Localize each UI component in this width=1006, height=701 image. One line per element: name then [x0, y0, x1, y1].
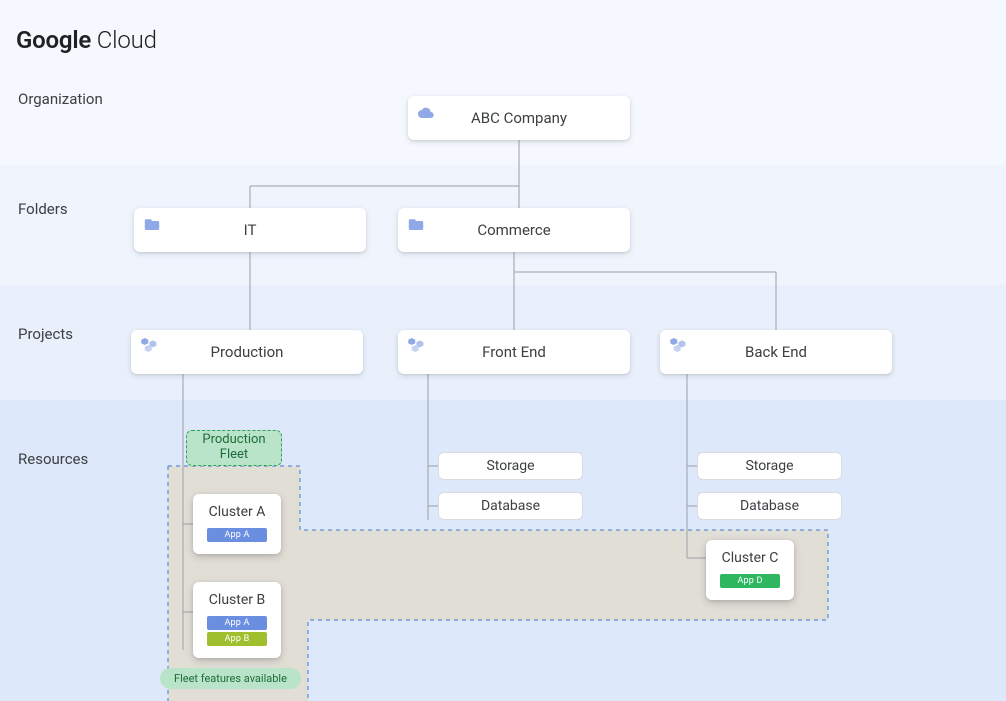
- resource-storage: Storage: [697, 452, 842, 480]
- hex-icon: [670, 338, 688, 356]
- logo-bold: Google: [16, 26, 91, 54]
- cloud-icon: [418, 104, 434, 122]
- node-project-frontend: Front End: [398, 330, 630, 374]
- node-label: Commerce: [477, 221, 550, 239]
- app-chip: App A: [207, 528, 267, 542]
- node-folder-it: IT: [134, 208, 366, 252]
- row-label-organization: Organization: [18, 90, 103, 108]
- resource-database: Database: [438, 492, 583, 520]
- fleet-features-badge: Fleet features available: [160, 668, 301, 689]
- app-chip: App D: [720, 574, 780, 588]
- cluster-card-c: Cluster C App D: [706, 540, 794, 600]
- node-label: ABC Company: [471, 109, 567, 127]
- cluster-title: Cluster A: [209, 504, 266, 520]
- cluster-card-b: Cluster B App A App B: [193, 582, 281, 658]
- pill-label: Database: [740, 498, 799, 514]
- row-label-resources: Resources: [18, 450, 88, 468]
- cluster-title: Cluster C: [722, 550, 779, 566]
- cluster-card-a: Cluster A App A: [193, 494, 281, 554]
- app-chip: App B: [207, 632, 267, 646]
- cluster-title: Cluster B: [209, 592, 265, 608]
- node-label: IT: [244, 221, 257, 239]
- pill-label: Storage: [745, 458, 793, 474]
- folder-icon: [144, 216, 160, 234]
- pill-label: Storage: [486, 458, 534, 474]
- row-label-projects: Projects: [18, 325, 73, 343]
- row-label-folders: Folders: [18, 200, 68, 218]
- node-label: Back End: [745, 343, 807, 361]
- hex-icon: [408, 338, 426, 356]
- node-label: Front End: [482, 343, 546, 361]
- pill-label: Database: [481, 498, 540, 514]
- fleet-badge-text: Fleet features available: [174, 672, 287, 685]
- fleet-label: Production Fleet: [186, 430, 282, 466]
- node-project-production: Production: [131, 330, 363, 374]
- google-cloud-logo: Google Cloud: [16, 26, 157, 54]
- app-chip: App A: [207, 616, 267, 630]
- folder-icon: [408, 216, 424, 234]
- hex-icon: [141, 338, 159, 356]
- node-label: Production: [211, 343, 284, 361]
- node-organization: ABC Company: [408, 96, 630, 140]
- resource-storage: Storage: [438, 452, 583, 480]
- resource-database: Database: [697, 492, 842, 520]
- band-resources: [0, 400, 1006, 701]
- node-folder-commerce: Commerce: [398, 208, 630, 252]
- node-project-backend: Back End: [660, 330, 892, 374]
- logo-light: Cloud: [91, 26, 157, 54]
